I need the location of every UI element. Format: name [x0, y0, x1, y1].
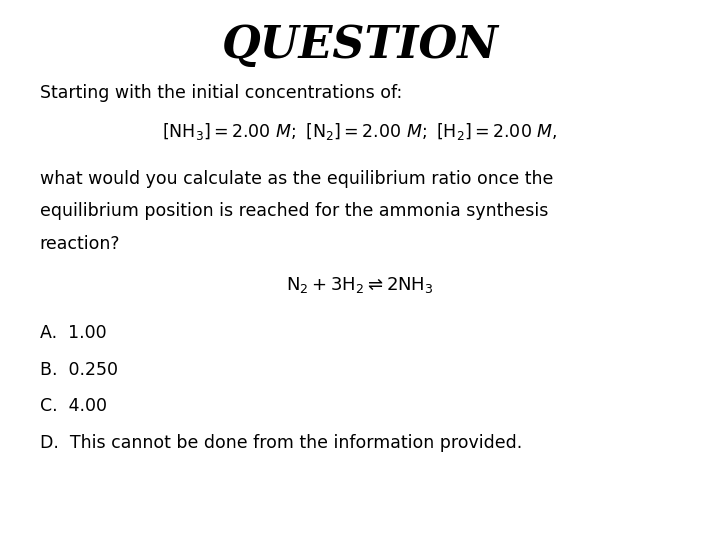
Text: reaction?: reaction? [40, 235, 120, 253]
Text: C.  4.00: C. 4.00 [40, 397, 107, 415]
Text: QUESTION: QUESTION [222, 24, 498, 68]
Text: Starting with the initial concentrations of:: Starting with the initial concentrations… [40, 84, 402, 102]
Text: B.  0.250: B. 0.250 [40, 361, 117, 379]
Text: $\mathrm{N_2 + 3H_2 \rightleftharpoons 2NH_3}$: $\mathrm{N_2 + 3H_2 \rightleftharpoons 2… [286, 275, 434, 295]
Text: $[\mathrm{NH_3}] = 2.00\ \mathit{M};\ [\mathrm{N_2}] = 2.00\ \mathit{M};\ [\math: $[\mathrm{NH_3}] = 2.00\ \mathit{M};\ [\… [162, 122, 558, 143]
Text: D.  This cannot be done from the information provided.: D. This cannot be done from the informat… [40, 434, 522, 452]
Text: equilibrium position is reached for the ammonia synthesis: equilibrium position is reached for the … [40, 202, 548, 220]
Text: A.  1.00: A. 1.00 [40, 324, 107, 342]
Text: what would you calculate as the equilibrium ratio once the: what would you calculate as the equilibr… [40, 170, 553, 188]
